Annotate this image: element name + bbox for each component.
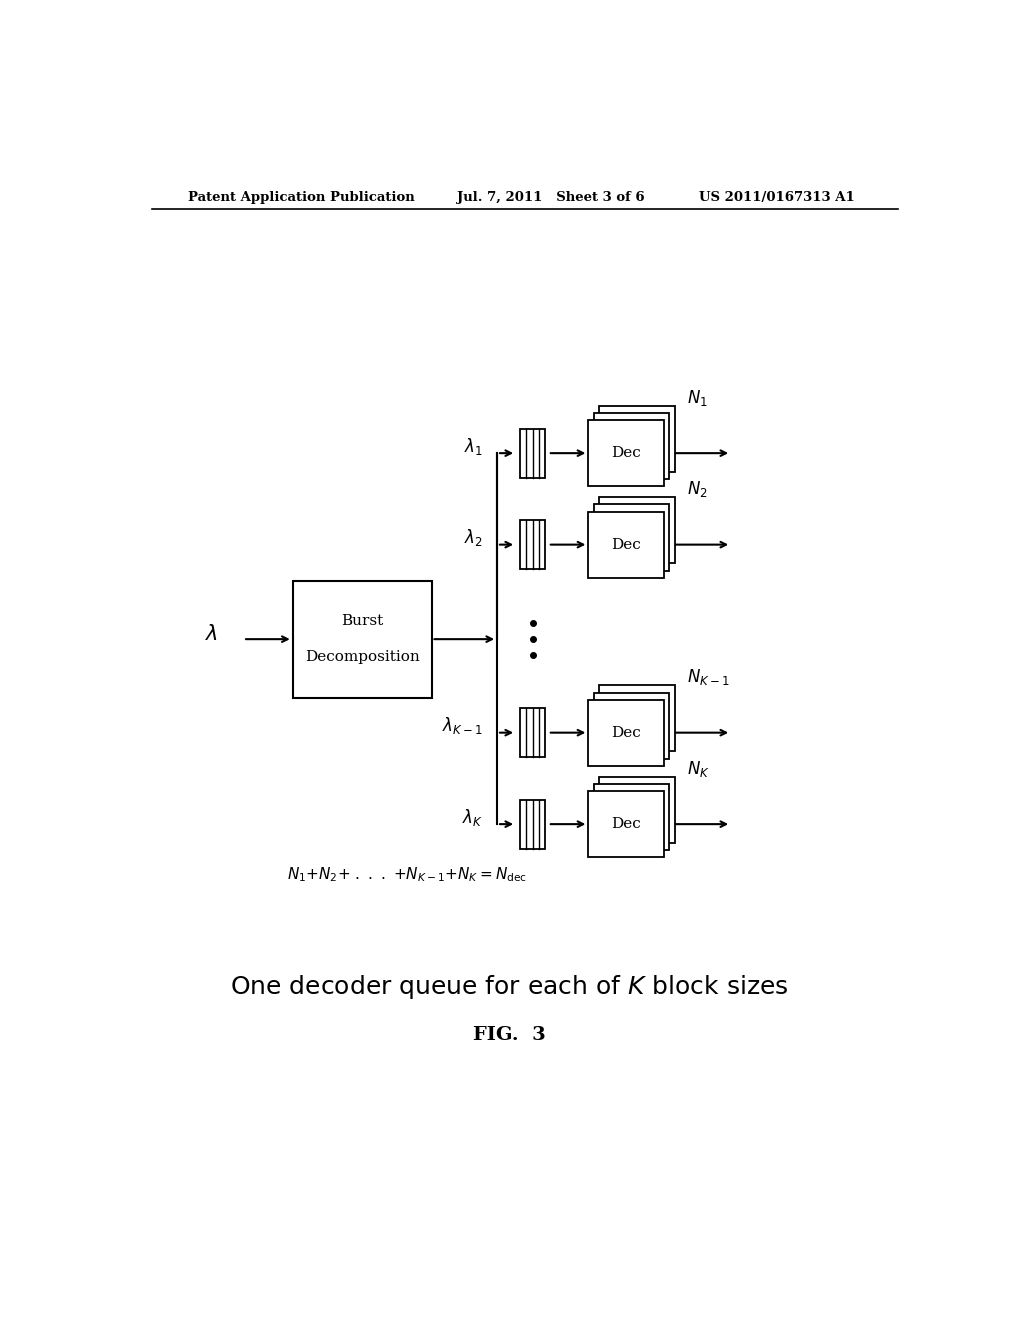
Text: $N_1$: $N_1$ bbox=[687, 388, 709, 408]
Bar bbox=[599, 498, 675, 564]
Text: Dec: Dec bbox=[611, 446, 641, 461]
Text: $\lambda_K$: $\lambda_K$ bbox=[462, 807, 482, 828]
Text: $N_2$: $N_2$ bbox=[687, 479, 709, 499]
Text: $\lambda_1$: $\lambda_1$ bbox=[464, 436, 482, 457]
Text: Dec: Dec bbox=[611, 726, 641, 739]
Text: Patent Application Publication: Patent Application Publication bbox=[187, 190, 415, 203]
Bar bbox=[594, 784, 670, 850]
Bar bbox=[520, 709, 546, 758]
Bar bbox=[520, 520, 546, 569]
Text: $\lambda_{K-1}$: $\lambda_{K-1}$ bbox=[442, 715, 482, 737]
Bar bbox=[520, 800, 546, 849]
Bar bbox=[599, 405, 675, 473]
Bar bbox=[588, 700, 664, 766]
Text: One decoder queue for each of $\mathit{K}$ block sizes: One decoder queue for each of $\mathit{K… bbox=[229, 973, 788, 1001]
Text: Dec: Dec bbox=[611, 537, 641, 552]
Bar bbox=[520, 429, 546, 478]
Bar bbox=[594, 413, 670, 479]
Bar bbox=[293, 581, 431, 697]
Text: Burst: Burst bbox=[341, 614, 383, 628]
Bar bbox=[588, 420, 664, 486]
Bar bbox=[594, 504, 670, 570]
Text: $N_1{+}N_2{+}\ .\ .\ .\ {+}N_{K-1}{+}N_K{=}N_\mathrm{dec}$: $N_1{+}N_2{+}\ .\ .\ .\ {+}N_{K-1}{+}N_K… bbox=[287, 866, 526, 884]
Bar bbox=[594, 693, 670, 759]
Bar bbox=[588, 512, 664, 578]
Bar bbox=[599, 685, 675, 751]
Text: $N_K$: $N_K$ bbox=[687, 759, 711, 779]
Text: $\lambda$: $\lambda$ bbox=[205, 624, 218, 644]
Text: $N_{K-1}$: $N_{K-1}$ bbox=[687, 668, 730, 688]
Bar bbox=[588, 791, 664, 857]
Text: Jul. 7, 2011   Sheet 3 of 6: Jul. 7, 2011 Sheet 3 of 6 bbox=[458, 190, 645, 203]
Text: FIG.  3: FIG. 3 bbox=[472, 1026, 546, 1044]
Text: Dec: Dec bbox=[611, 817, 641, 832]
Text: US 2011/0167313 A1: US 2011/0167313 A1 bbox=[699, 190, 855, 203]
Bar bbox=[599, 777, 675, 843]
Text: $\lambda_2$: $\lambda_2$ bbox=[464, 527, 482, 548]
Text: Decomposition: Decomposition bbox=[305, 651, 420, 664]
